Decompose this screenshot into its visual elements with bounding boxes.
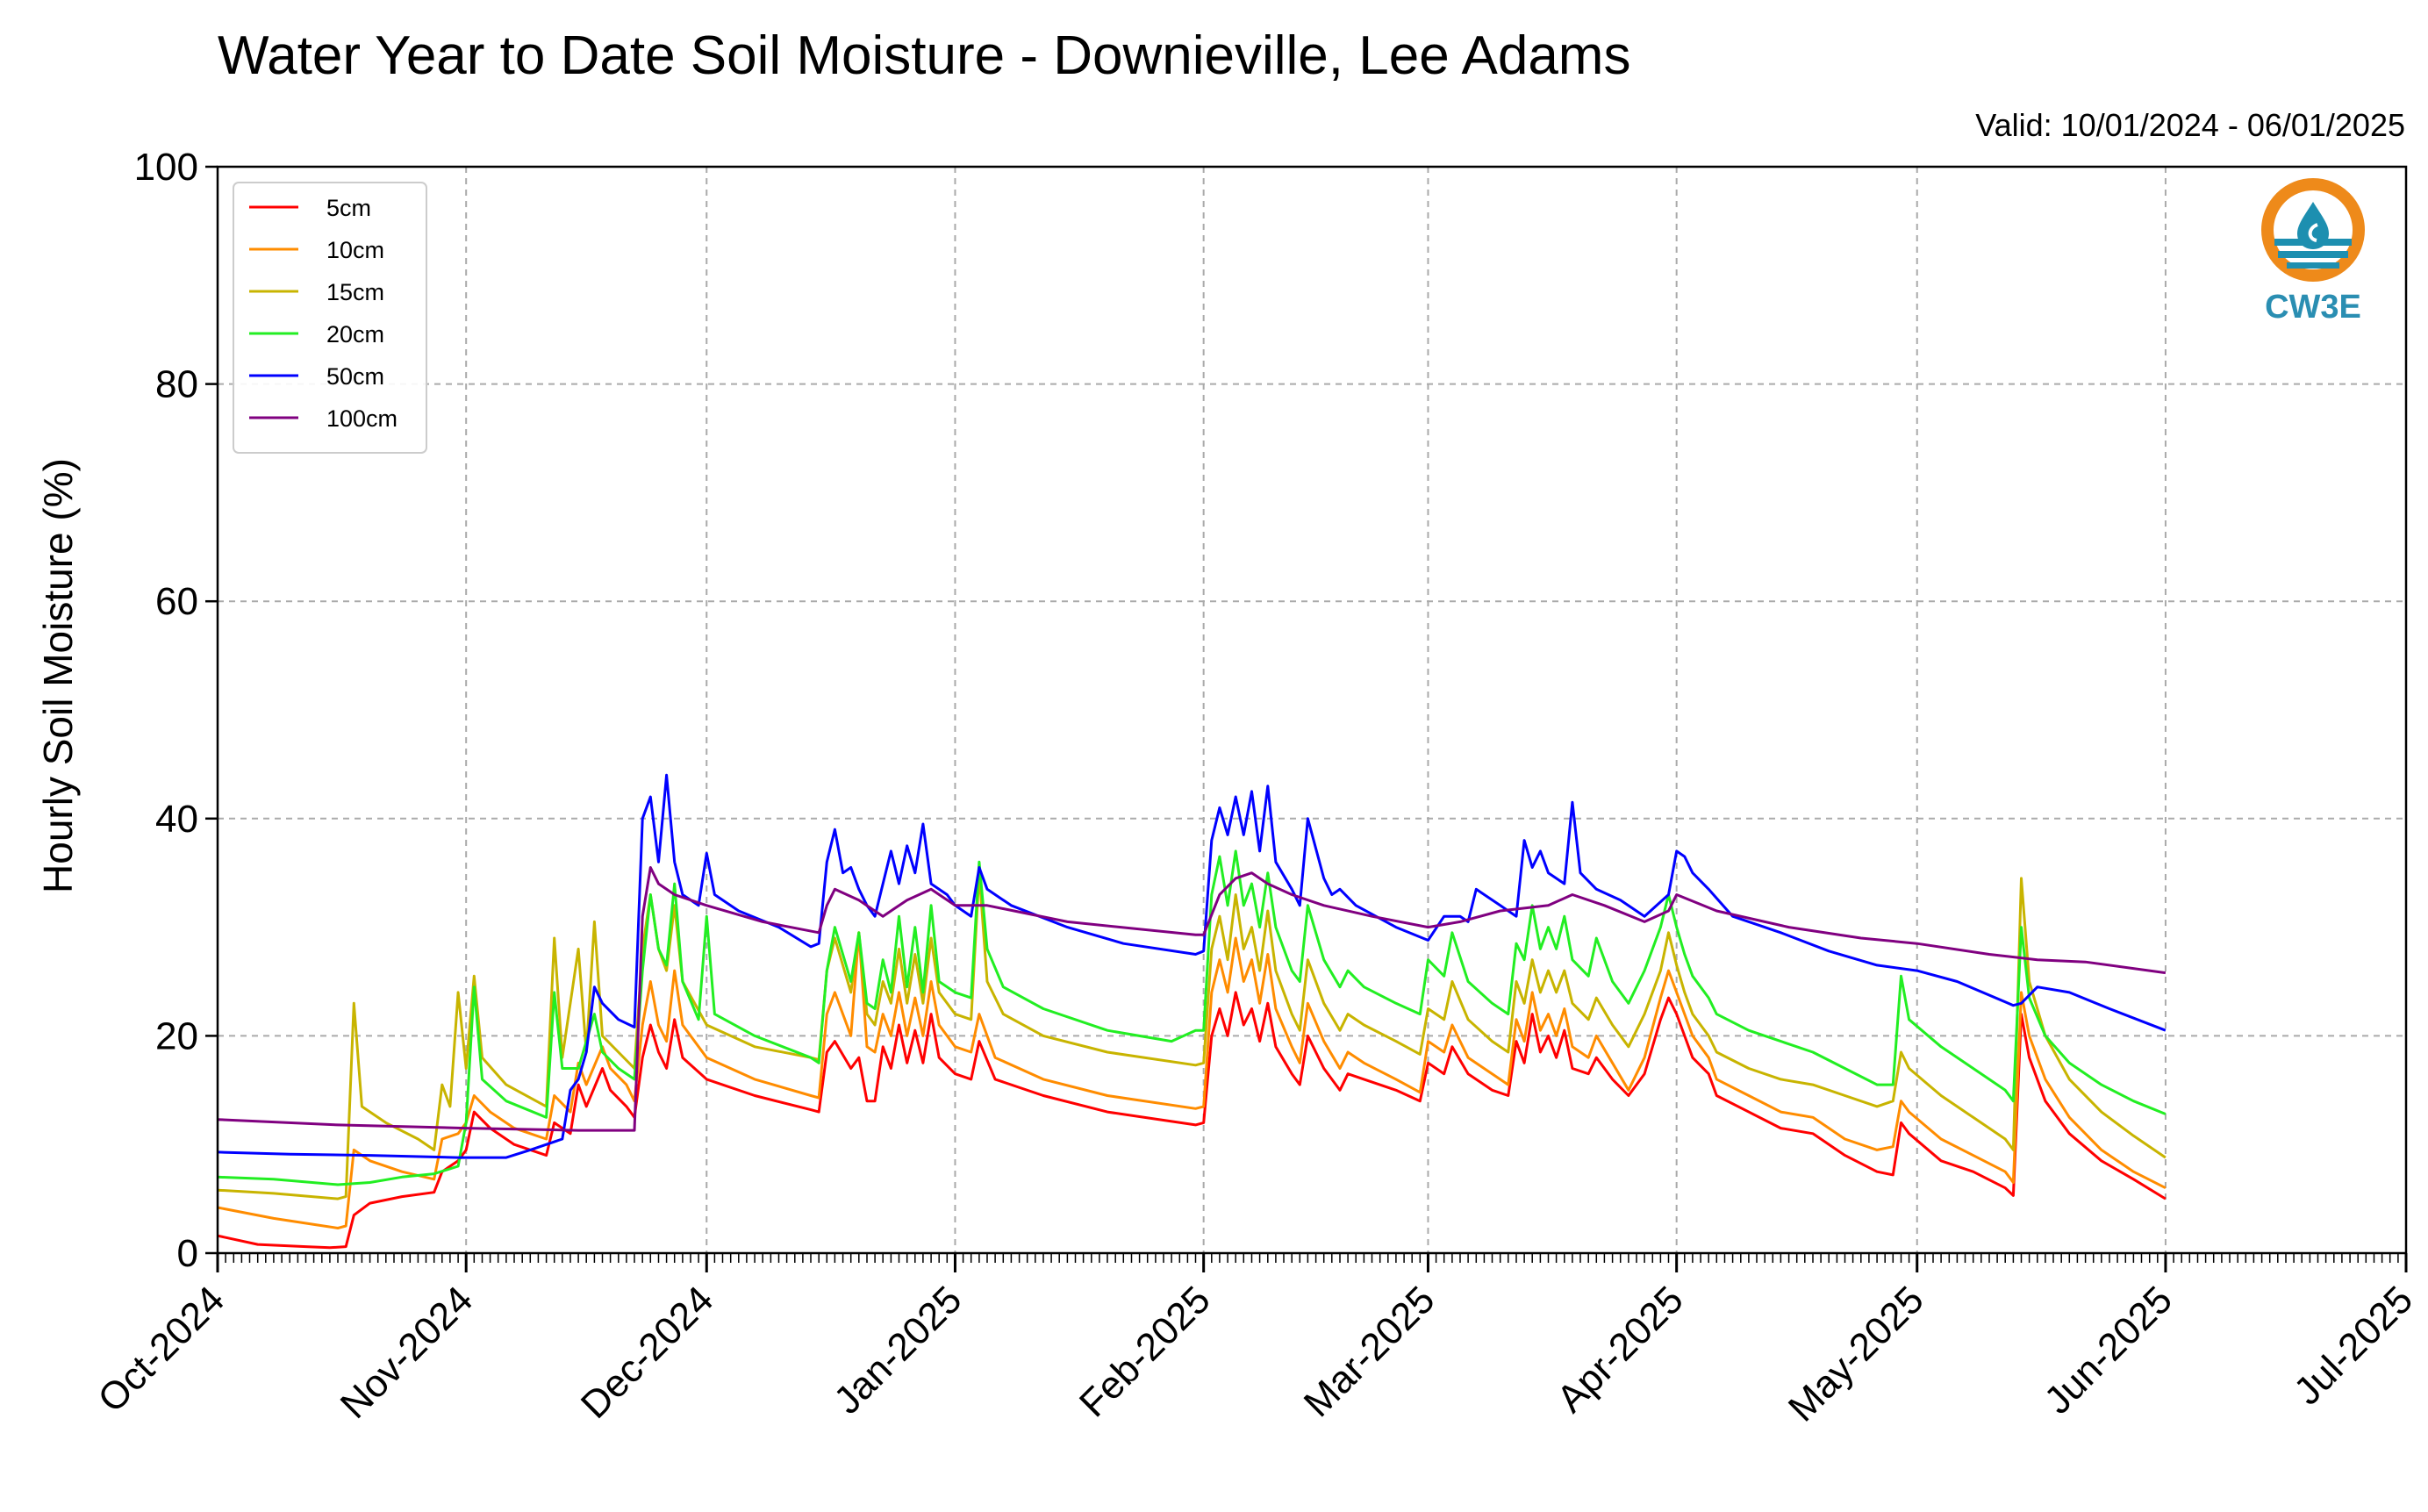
y-tick-label: 0	[177, 1232, 198, 1275]
y-tick-label: 60	[155, 580, 198, 623]
x-tick-label: Nov-2024	[333, 1278, 482, 1427]
legend-label: 50cm	[326, 363, 384, 390]
series-line-10cm	[217, 931, 2167, 1229]
logo-drop-swirl	[2308, 223, 2318, 242]
legend: 5cm 10cm 15cm 20cm 50cm 100cm	[233, 182, 427, 454]
x-minor-ticks	[225, 1253, 2399, 1263]
x-tick-label: Jul-2025	[2286, 1278, 2421, 1413]
y-tick-label: 20	[155, 1014, 198, 1057]
y-tick-label: 40	[155, 798, 198, 841]
valid-date-range: Valid: 10/01/2024 - 06/01/2025	[1975, 107, 2405, 143]
plot-frame	[216, 165, 2408, 1255]
x-tick-label: May-2025	[1780, 1278, 1932, 1430]
y-tick-label: 100	[134, 146, 198, 189]
x-tick-label: Feb-2025	[1071, 1278, 1219, 1425]
legend-label: 10cm	[326, 237, 384, 263]
series-lines	[217, 773, 2167, 1250]
x-tick-label: Mar-2025	[1296, 1278, 1443, 1425]
series-line-20cm	[217, 849, 2167, 1186]
x-tick-label: Oct-2024	[90, 1278, 233, 1421]
logo-wave-2	[2278, 251, 2348, 258]
cw3e-logo: CW3E	[2261, 178, 2365, 326]
x-tick-label: Dec-2024	[573, 1278, 722, 1427]
logo-wave-3	[2287, 262, 2339, 269]
x-tick-label: Apr-2025	[1549, 1278, 1692, 1421]
legend-label: 5cm	[326, 195, 371, 221]
legend-label: 100cm	[326, 405, 398, 432]
axes: 0 20 40 60 80 100 Oct-2024 Nov-2024 Dec-2024 Jan-…	[90, 146, 2421, 1430]
logo-text: CW3E	[2265, 289, 2361, 326]
y-tick-label: 80	[155, 363, 198, 406]
x-tick-label: Jan-2025	[826, 1278, 970, 1422]
chart-title: Water Year to Date Soil Moisture - Downi…	[218, 25, 1631, 86]
series-line-100cm	[217, 866, 2167, 1132]
x-tick-label: Jun-2025	[2037, 1278, 2181, 1422]
series-line-50cm	[217, 773, 2167, 1159]
legend-label: 15cm	[326, 279, 384, 305]
legend-label: 20cm	[326, 321, 384, 348]
series-line-5cm	[217, 991, 2167, 1250]
